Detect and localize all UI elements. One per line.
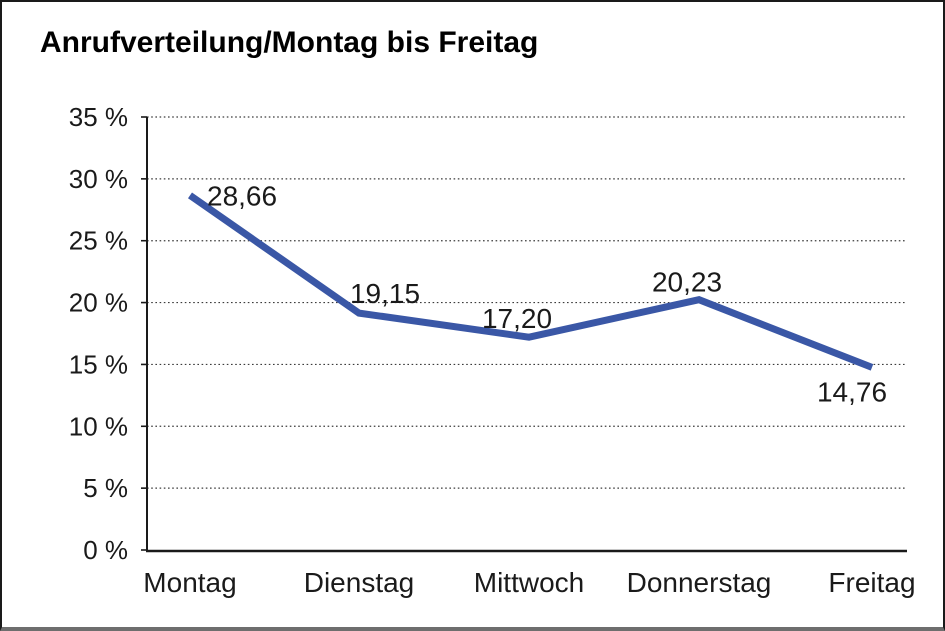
data-point-label: 28,66 — [207, 180, 277, 211]
x-tick-label: Donnerstag — [627, 567, 772, 598]
y-tick-label: 15 % — [69, 349, 128, 379]
chart-title: Anrufverteilung/Montag bis Freitag — [40, 26, 539, 59]
y-tick-label: 25 % — [69, 226, 128, 256]
series-line — [187, 192, 874, 371]
data-point-label: 20,23 — [652, 267, 722, 298]
data-point-label: 19,15 — [350, 278, 420, 309]
x-tick-label: Montag — [143, 567, 236, 598]
y-tick-label: 10 % — [69, 411, 128, 441]
y-tick-label: 5 % — [83, 473, 128, 503]
y-tick-label: 30 % — [69, 164, 128, 194]
x-tick-label: Mittwoch — [474, 567, 584, 598]
y-tick-label: 35 % — [69, 102, 128, 132]
data-point-label: 14,76 — [817, 376, 887, 407]
y-tick-label: 0 % — [83, 535, 128, 565]
x-tick-label: Freitag — [828, 567, 915, 598]
y-tick-label: 20 % — [69, 288, 128, 318]
x-tick-label: Dienstag — [304, 567, 415, 598]
data-point-label: 17,20 — [482, 303, 552, 334]
line-chart-canvas: 0 % 5 % 10 % 15 % 20 % 25 % 30 % 35 % Montag Dien… — [69, 102, 916, 598]
